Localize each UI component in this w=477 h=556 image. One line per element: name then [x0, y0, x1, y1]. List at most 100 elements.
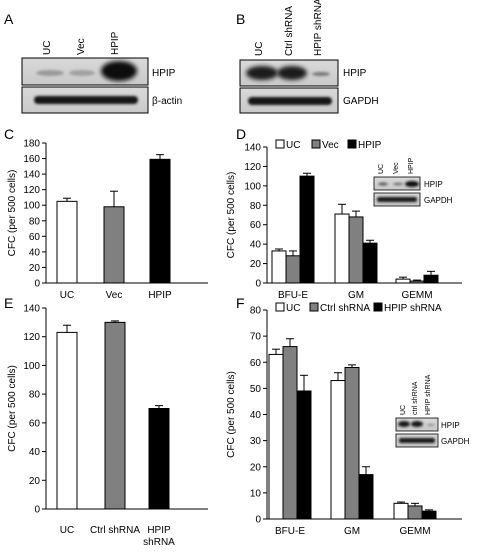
chart-d: 0 20 40 60 80 100 120 140 CFC (per 500 cells) BFU…	[226, 139, 462, 301]
chart-e: 0 20 40 60 80 100 120 140 CFC (per 500 cells) UC C…	[7, 304, 208, 548]
lane-label: UC	[400, 405, 407, 415]
bar	[56, 331, 78, 510]
blot-band	[34, 96, 138, 104]
panel-letter-a: A	[4, 11, 14, 27]
bar	[285, 255, 301, 284]
bar	[393, 502, 409, 520]
legend-swatch	[309, 302, 319, 312]
blot-row-label: HPIP	[343, 68, 367, 79]
y-tick-label: 40	[29, 247, 41, 258]
y-tick-label: 80	[29, 216, 41, 227]
blot-band	[427, 424, 435, 426]
y-tick-label: 80	[250, 306, 262, 317]
y-axis-label: CFC (per 500 cells)	[226, 172, 237, 259]
panel-letter-f: F	[236, 295, 245, 311]
y-tick-label: 80	[250, 201, 262, 212]
y-tick-label: 20	[29, 263, 41, 274]
bar	[407, 505, 423, 520]
lane-label: UC	[42, 41, 53, 55]
blot-band	[312, 72, 330, 76]
y-tick-label: 30	[250, 436, 262, 447]
panel-letter-c: C	[4, 126, 14, 142]
blot-row-label: HPIP	[441, 421, 460, 430]
legend-label: Vec	[322, 140, 339, 151]
y-tick-label: 0	[34, 279, 40, 290]
y-tick-label: 80	[29, 390, 41, 401]
blot-row-label: HPIP	[152, 68, 176, 79]
blot-band	[399, 438, 435, 443]
legend-swatch	[275, 139, 285, 149]
lane-label: Ctrl shRNA	[284, 6, 295, 56]
bar	[148, 408, 170, 510]
x-tick-label: GM	[348, 290, 364, 301]
y-tick-label: 60	[250, 358, 262, 369]
blot-band	[246, 66, 278, 80]
lane-label: HPIP shRNA	[313, 0, 324, 56]
x-tick-label: GM	[344, 526, 360, 537]
y-tick-label: 40	[250, 240, 262, 251]
y-tick-label: 100	[23, 201, 40, 212]
blot-panel-b: UC Ctrl shRNA HPIP shRNA HPIP GAPDH	[239, 0, 379, 114]
blot-row-label: β-actin	[152, 96, 182, 107]
blot-band	[36, 70, 64, 76]
bar	[299, 175, 315, 284]
y-tick-label: 20	[250, 259, 262, 270]
legend-swatch	[311, 139, 321, 149]
blot-band	[398, 421, 410, 427]
inset-blot-d: UC Vec HPIP HPIP GAPDH	[373, 157, 453, 207]
lane-label: UC	[378, 164, 385, 174]
x-tick-label: UC	[60, 525, 74, 536]
lane-label: Vec	[393, 162, 400, 174]
legend-swatch	[373, 302, 383, 312]
y-tick-label: 0	[255, 515, 261, 526]
x-tick-label: UC	[60, 290, 74, 301]
bar	[395, 278, 411, 284]
y-tick-label: 0	[255, 279, 261, 290]
legend-swatch	[347, 139, 357, 149]
x-tick-label: GEMM	[401, 290, 432, 301]
lane-label: HPIP	[408, 157, 415, 174]
bar	[344, 366, 360, 520]
y-tick-label: 50	[250, 384, 262, 395]
blot-band	[101, 61, 137, 81]
y-tick-label: 40	[29, 447, 41, 458]
y-axis-label: CFC (per 500 cells)	[7, 170, 18, 257]
panel-letter-d: D	[236, 126, 246, 142]
chart-c: 0 20 40 60 80 100 120 140 160 180 CFC (per 500 cel…	[7, 139, 208, 301]
bar	[103, 206, 125, 284]
blot-band	[393, 182, 403, 186]
lane-label: HPIP shRNA	[425, 374, 432, 415]
blot-panel-a: UC Vec HPIP HPIP β-actin	[21, 31, 182, 114]
y-tick-label: 160	[23, 154, 40, 165]
blot-band	[277, 66, 307, 80]
legend-label: UC	[286, 303, 300, 314]
y-tick-label: 10	[250, 488, 262, 499]
bar	[334, 213, 350, 284]
bar	[282, 346, 298, 520]
y-tick-label: 40	[250, 410, 262, 421]
y-tick-label: 100	[244, 181, 261, 192]
y-tick-label: 180	[23, 139, 40, 150]
blot-band	[377, 197, 417, 202]
bar	[348, 216, 364, 284]
y-tick-label: 70	[250, 332, 262, 343]
legend-label: Ctrl shRNA	[320, 303, 370, 314]
y-tick-label: 0	[34, 505, 40, 516]
x-tick-label: HPIP shRNA	[143, 525, 175, 548]
panel-letter-b: B	[236, 11, 245, 27]
y-axis-label: CFC (per 500 cells)	[226, 371, 237, 458]
blot-band	[405, 181, 419, 187]
bar	[268, 353, 284, 520]
bar	[271, 250, 287, 284]
y-tick-label: 140	[23, 170, 40, 181]
y-tick-label: 20	[29, 476, 41, 487]
bar	[362, 242, 378, 284]
bar	[421, 510, 437, 520]
y-axis-label: CFC (per 500 cells)	[7, 365, 18, 452]
bar	[409, 280, 425, 284]
x-tick-label: HPIP	[148, 290, 172, 301]
legend-label: UC	[286, 140, 300, 151]
bar	[358, 474, 374, 520]
